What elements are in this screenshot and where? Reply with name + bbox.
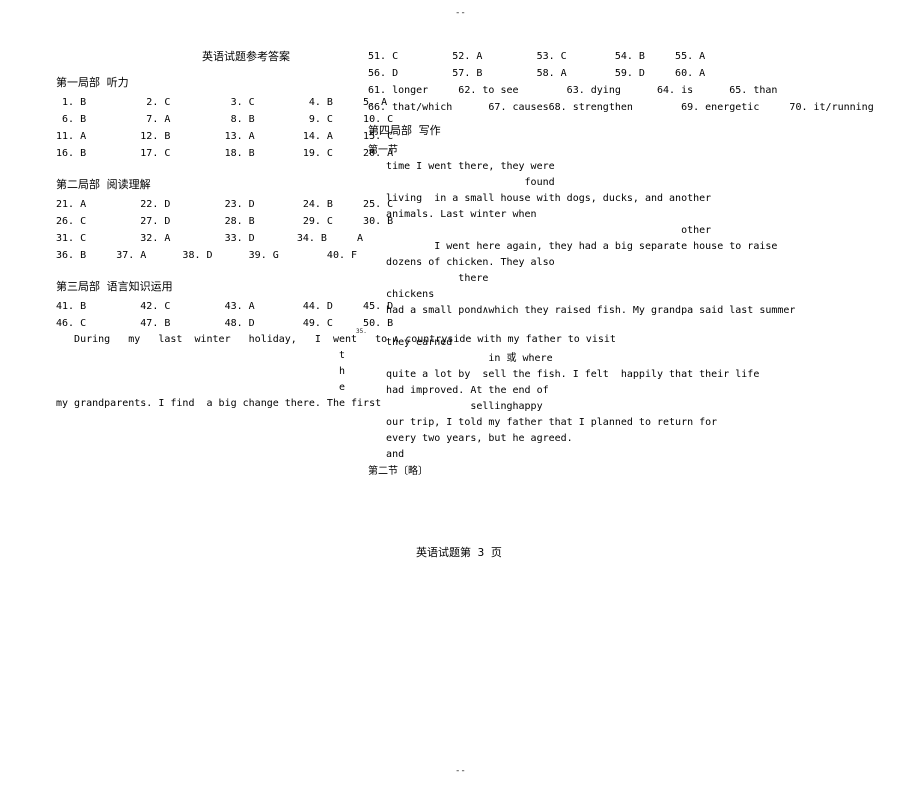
answer-row: 51. C 52. A 53. C 54. B 55. A	[368, 48, 888, 65]
answer-row: 46. C 47. B 48. D 49. C 50. B	[56, 315, 356, 332]
essay-text: living in a small house with dogs, ducks…	[368, 191, 888, 223]
essay-text: time I went there, they were found	[368, 159, 888, 191]
answer-row: 21. A 22. D 23. D 24. B 25. C	[56, 196, 356, 213]
answer-row: 11. A 12. B 13. A 14. A 15. C	[56, 128, 356, 145]
answer-row: 36. B 37. A 38. D 39. G 40. F	[56, 247, 356, 264]
essay-text: had a small pond∧which they raised fish.…	[368, 303, 888, 351]
answer-row: 6. B 7. A 8. B 9. C 10. C	[56, 111, 356, 128]
right-column: 51. C 52. A 53. C 54. B 55. A 56. D 57. …	[368, 48, 888, 480]
essay-text: t h e	[56, 348, 356, 396]
essay-text: other	[368, 223, 888, 239]
section-1-header: 第一局部 听力	[56, 74, 356, 90]
answer-row: 16. B 17. C 18. B 19. C 20. A	[56, 145, 356, 162]
answer-row: 31. C 32. A 33. D 34. B A	[56, 230, 356, 247]
doc-title: 英语试题参考答案	[136, 48, 356, 64]
section-4-header: 第四局部 写作	[368, 122, 888, 138]
left-column: 英语试题参考答案 第一局部 听力 1. B 2. C 3. C 4. B 5. …	[56, 48, 356, 412]
section-3-header: 第三局部 语言知识运用	[56, 278, 356, 294]
top-dash: --	[455, 8, 466, 18]
answer-row: 66. that/which 67. causes68. strengthen …	[368, 99, 888, 116]
bottom-dash: --	[455, 766, 466, 776]
sidenote-35: 35.	[356, 328, 367, 335]
page-footer: 英语试题第 3 页	[416, 544, 502, 560]
essay-text: quite a lot by sell the fish. I felt hap…	[368, 367, 888, 415]
answer-row: 61. longer 62. to see 63. dying 64. is 6…	[368, 82, 888, 99]
answer-row: 26. C 27. D 28. B 29. C 30. B	[56, 213, 356, 230]
essay-text: my grandparents. I find a big change the…	[56, 396, 356, 412]
essay-text: in 或 where	[368, 351, 888, 367]
answer-row: 1. B 2. C 3. C 4. B 5. A	[56, 94, 356, 111]
answer-row: 41. B 42. C 43. A 44. D 45. D	[56, 298, 356, 315]
essay-text: our trip, I told my father that I planne…	[368, 415, 888, 463]
essay-text: During my last winter holiday, I went to…	[56, 332, 356, 348]
answer-row: 56. D 57. B 58. A 59. D 60. A	[368, 65, 888, 82]
subsection-1: 第一节	[368, 142, 888, 159]
subsection-2: 第二节〔略〕	[368, 463, 888, 480]
essay-text: I went here again, they had a big separa…	[368, 239, 888, 303]
section-2-header: 第二局部 阅读理解	[56, 176, 356, 192]
